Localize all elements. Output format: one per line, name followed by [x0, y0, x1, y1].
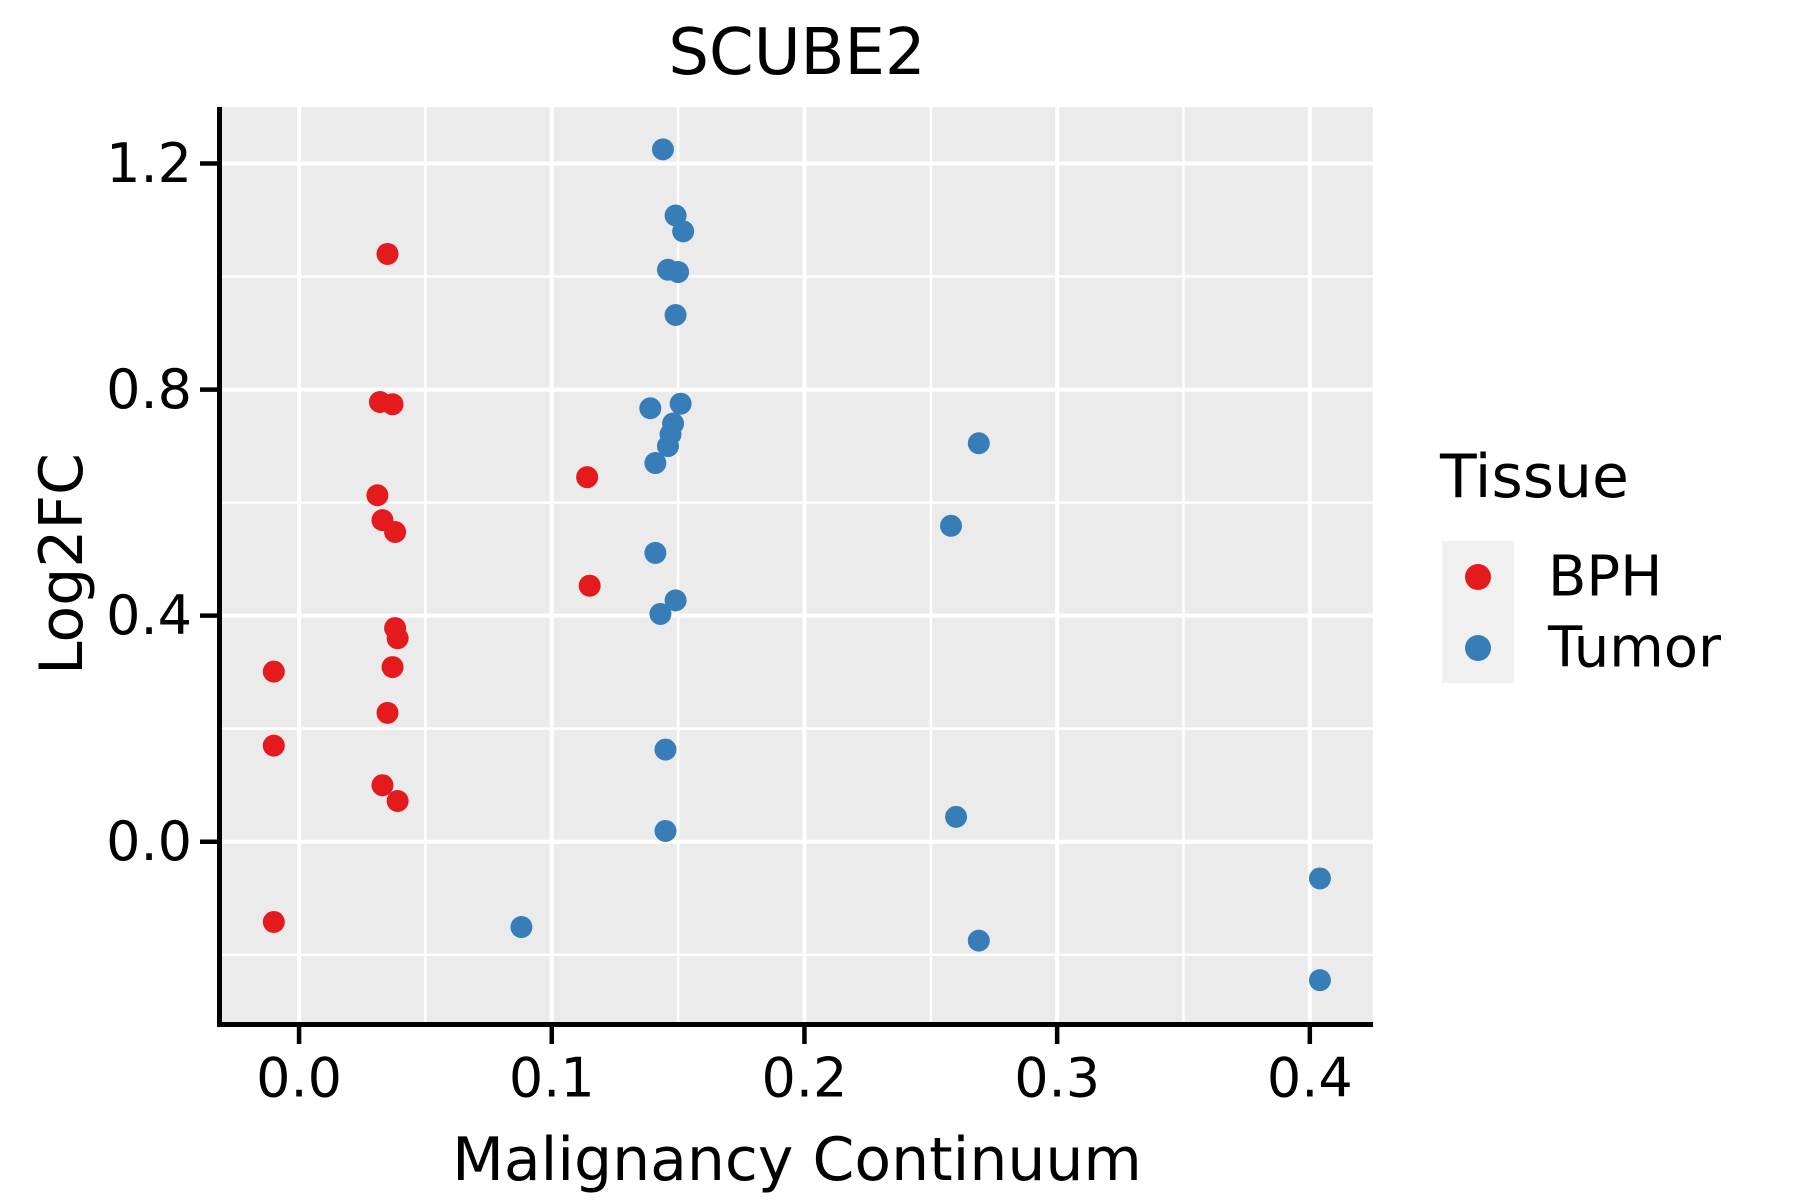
x-tick-label: 0.4: [1267, 1047, 1353, 1110]
data-point-tumor: [664, 303, 687, 326]
data-point-tumor: [664, 589, 687, 612]
data-point-tumor: [651, 138, 674, 161]
y-tick-labels: 0.0 0.4 0.8 1.2: [106, 132, 192, 873]
legend-marker-bph-icon: [1465, 564, 1491, 590]
data-point-tumor: [667, 261, 690, 284]
data-point-bph: [366, 484, 389, 507]
major-gridlines: [222, 107, 1373, 1022]
y-tick-label: 0.8: [106, 358, 192, 421]
data-point-tumor: [639, 397, 662, 420]
data-point-bph: [384, 521, 407, 544]
x-tick-label: 0.2: [762, 1047, 848, 1110]
data-point-tumor: [654, 819, 677, 842]
legend-label-bph: BPH: [1548, 545, 1662, 610]
data-point-tumor: [1308, 867, 1331, 890]
data-point-bph: [381, 656, 404, 679]
data-point-bph: [386, 790, 409, 813]
y-axis-title: Log2FC: [27, 453, 97, 675]
data-point-bph: [386, 627, 409, 650]
plot-panel: [222, 107, 1373, 1022]
data-point-tumor: [967, 929, 990, 952]
legend-marker-tumor-icon: [1465, 635, 1491, 661]
data-point-tumor: [510, 916, 533, 939]
y-tick-label: 0.0: [106, 810, 192, 873]
data-point-bph: [371, 774, 394, 797]
legend-label-tumor: Tumor: [1547, 616, 1722, 681]
data-point-bph: [578, 574, 601, 597]
data-point-tumor: [1308, 969, 1331, 992]
data-point-bph: [376, 701, 399, 724]
y-tick-label: 0.4: [106, 584, 192, 647]
data-point-tumor: [649, 602, 672, 625]
legend-title: Tissue: [1439, 442, 1629, 512]
y-tick-label: 1.2: [106, 132, 192, 195]
data-point-bph: [376, 242, 399, 265]
x-tick-labels: 0.0 0.1 0.2 0.3 0.4: [256, 1047, 1353, 1110]
data-point-tumor: [656, 435, 679, 458]
data-point-bph: [576, 466, 599, 489]
x-axis-title: Malignancy Continuum: [452, 1125, 1142, 1195]
data-point-bph: [262, 734, 285, 757]
data-point-tumor: [669, 392, 692, 415]
data-point-bph: [262, 660, 285, 683]
plot-title: SCUBE2: [668, 16, 925, 90]
x-tick-label: 0.0: [256, 1047, 342, 1110]
data-point-tumor: [967, 432, 990, 455]
x-tick-label: 0.1: [509, 1047, 595, 1110]
data-point-tumor: [644, 541, 667, 564]
data-point-tumor: [945, 805, 968, 828]
data-point-tumor: [672, 220, 695, 243]
data-point-bph: [381, 393, 404, 416]
data-point-tumor: [654, 738, 677, 761]
x-tick-label: 0.3: [1014, 1047, 1100, 1110]
legend: Tissue BPH Tumor: [1439, 442, 1722, 683]
data-point-bph: [262, 910, 285, 933]
data-point-tumor: [940, 514, 963, 537]
data-point-tumor: [644, 452, 667, 475]
data-points-layer: [262, 138, 1331, 992]
axis-ticks: [200, 161, 1313, 1044]
minor-gridlines: [222, 107, 1373, 1022]
